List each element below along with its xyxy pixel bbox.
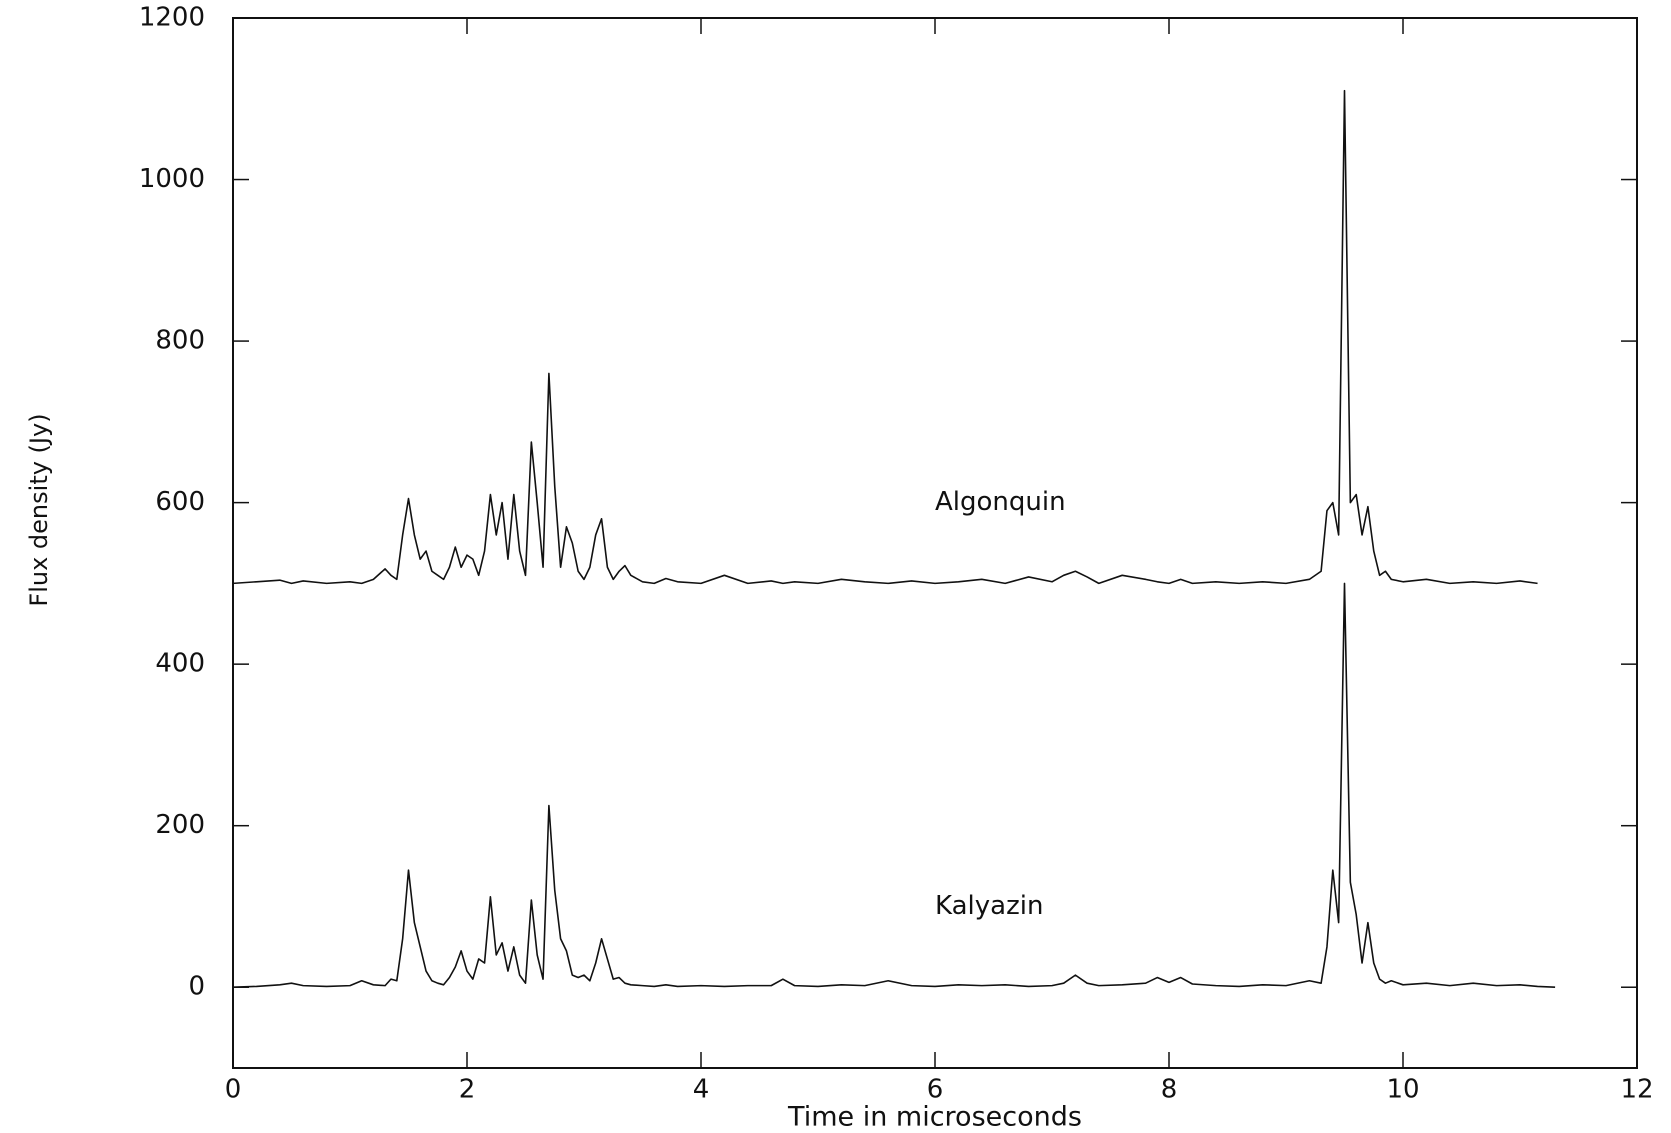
y-tick-label: 1200 bbox=[139, 3, 205, 33]
series-line bbox=[232, 582, 1556, 989]
x-tick-label: 0 bbox=[225, 1075, 242, 1105]
series-line bbox=[232, 89, 1538, 585]
y-tick-label: 400 bbox=[155, 649, 205, 679]
x-tick-label: 2 bbox=[459, 1075, 476, 1105]
x-axis-label: Time in microseconds bbox=[787, 1102, 1082, 1133]
y-tick-label: 800 bbox=[155, 326, 205, 356]
x-tick-label: 8 bbox=[1161, 1075, 1178, 1105]
x-tick-label: 10 bbox=[1386, 1075, 1419, 1105]
y-tick-label: 1000 bbox=[139, 164, 205, 194]
x-tick-label: 4 bbox=[693, 1075, 710, 1105]
y-tick-label: 200 bbox=[155, 810, 205, 840]
y-axis-label: Flux density (Jy) bbox=[25, 413, 53, 606]
y-tick-label: 0 bbox=[188, 972, 205, 1002]
series-label: Kalyazin bbox=[935, 891, 1043, 921]
x-tick-label: 12 bbox=[1620, 1075, 1653, 1105]
series-label: Algonquin bbox=[935, 487, 1066, 517]
x-tick-label: 6 bbox=[927, 1075, 944, 1105]
y-tick-label: 600 bbox=[155, 487, 205, 517]
